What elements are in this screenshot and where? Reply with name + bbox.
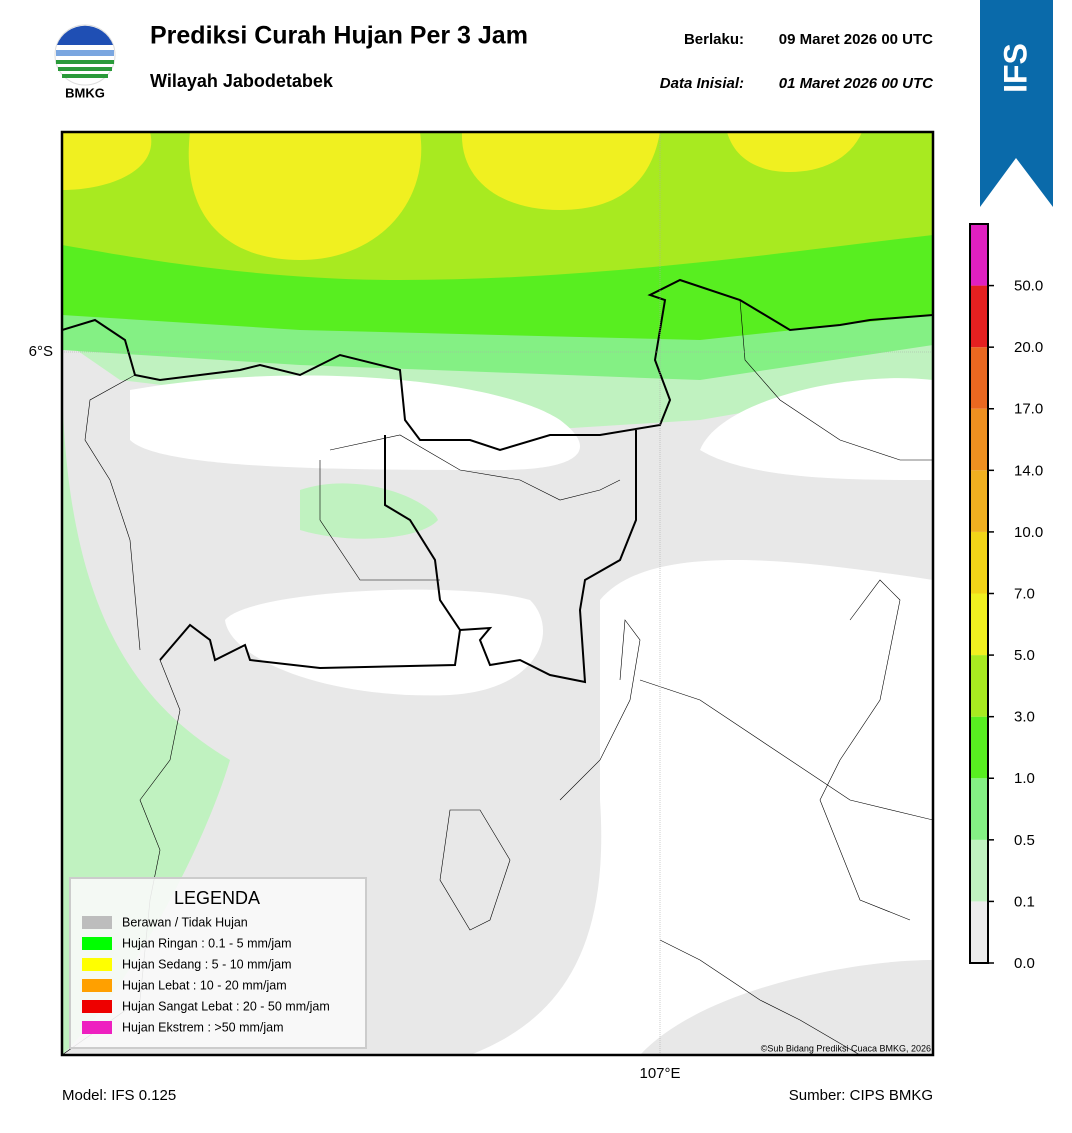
- colorbar-segment: [970, 285, 988, 348]
- legend-swatch: [82, 979, 112, 992]
- colorbar-segment: [970, 778, 988, 840]
- badge-text: IFS: [997, 43, 1033, 93]
- colorbar-label: 0.1: [1014, 893, 1035, 910]
- map-frame: [60, 130, 935, 1057]
- legend-swatch: [82, 958, 112, 971]
- valid-label: Berlaku:: [684, 31, 744, 48]
- legend-swatch: [82, 1000, 112, 1013]
- credit: ©Sub Bidang Prediksi Cuaca BMKG, 2026: [761, 1043, 931, 1053]
- colorbar-segment: [970, 224, 988, 286]
- footer-source: Sumber: CIPS BMKG: [789, 1087, 933, 1104]
- colorbar-label: 14.0: [1014, 462, 1043, 479]
- colorbar-segment: [970, 408, 988, 471]
- subtitle: Wilayah Jabodetabek: [150, 71, 334, 91]
- legend-label: Hujan Lebat : 10 - 20 mm/jam: [122, 978, 287, 992]
- colorbar-label: 50.0: [1014, 278, 1043, 295]
- colorbar-label: 0.0: [1014, 955, 1035, 972]
- map: LEGENDA Berawan / Tidak Hujan Hujan Ringa…: [62, 132, 933, 1055]
- footer-model: Model: IFS 0.125: [62, 1087, 176, 1104]
- legend-label: Hujan Ringan : 0.1 - 5 mm/jam: [122, 936, 292, 950]
- valid-value: 09 Maret 2026 00 UTC: [779, 31, 933, 48]
- lon-label: 107°E: [639, 1065, 680, 1082]
- badge: [980, 0, 1053, 207]
- legend-label: Berawan / Tidak Hujan: [122, 915, 248, 929]
- legend-label: Hujan Ekstrem : >50 mm/jam: [122, 1020, 284, 1034]
- colorbar-segment: [970, 655, 988, 717]
- colorbar-segment: [970, 347, 988, 409]
- legend-box: [69, 877, 367, 1049]
- legend-swatch: [82, 1021, 112, 1034]
- legend-items: Berawan / Tidak Hujan Hujan Ringan : 0.1 …: [82, 915, 330, 1034]
- legend-label: Hujan Sedang : 5 - 10 mm/jam: [122, 957, 292, 971]
- colorbar-segment: [970, 593, 988, 656]
- lat-label: 6°S: [29, 343, 53, 360]
- colorbar-label: 0.5: [1014, 832, 1035, 849]
- legend-swatch: [82, 916, 112, 929]
- legend-label: Hujan Sangat Lebat : 20 - 50 mm/jam: [122, 999, 330, 1013]
- logo: BMKG: [54, 24, 116, 100]
- colorbar-segment: [970, 470, 988, 532]
- colorbar-segment: [970, 716, 988, 779]
- colorbar-label: 17.0: [1014, 401, 1043, 418]
- colorbar: 0.0 0.1 0.5 1.0 3.0 5.0 7.0 10.0 14.0 17.0 20.0 50.…: [969, 223, 1043, 972]
- logo-text: BMKG: [65, 85, 105, 100]
- colorbar-segment: [970, 839, 988, 902]
- title: Prediksi Curah Hujan Per 3 Jam: [150, 22, 528, 50]
- colorbar-label: 1.0: [1014, 770, 1035, 787]
- colorbar-label: 10.0: [1014, 524, 1043, 541]
- init-value: 01 Maret 2026 00 UTC: [779, 75, 934, 92]
- colorbar-label: 7.0: [1014, 585, 1035, 602]
- colorbar-segment: [970, 531, 988, 594]
- legend-title: LEGENDA: [174, 888, 260, 908]
- colorbar-label: 20.0: [1014, 339, 1043, 356]
- legend-swatch: [82, 937, 112, 950]
- colorbar-label: 3.0: [1014, 709, 1035, 726]
- colorbar-label: 5.0: [1014, 647, 1035, 664]
- colorbar-segment: [970, 901, 988, 963]
- init-label: Data Inisial:: [660, 75, 744, 92]
